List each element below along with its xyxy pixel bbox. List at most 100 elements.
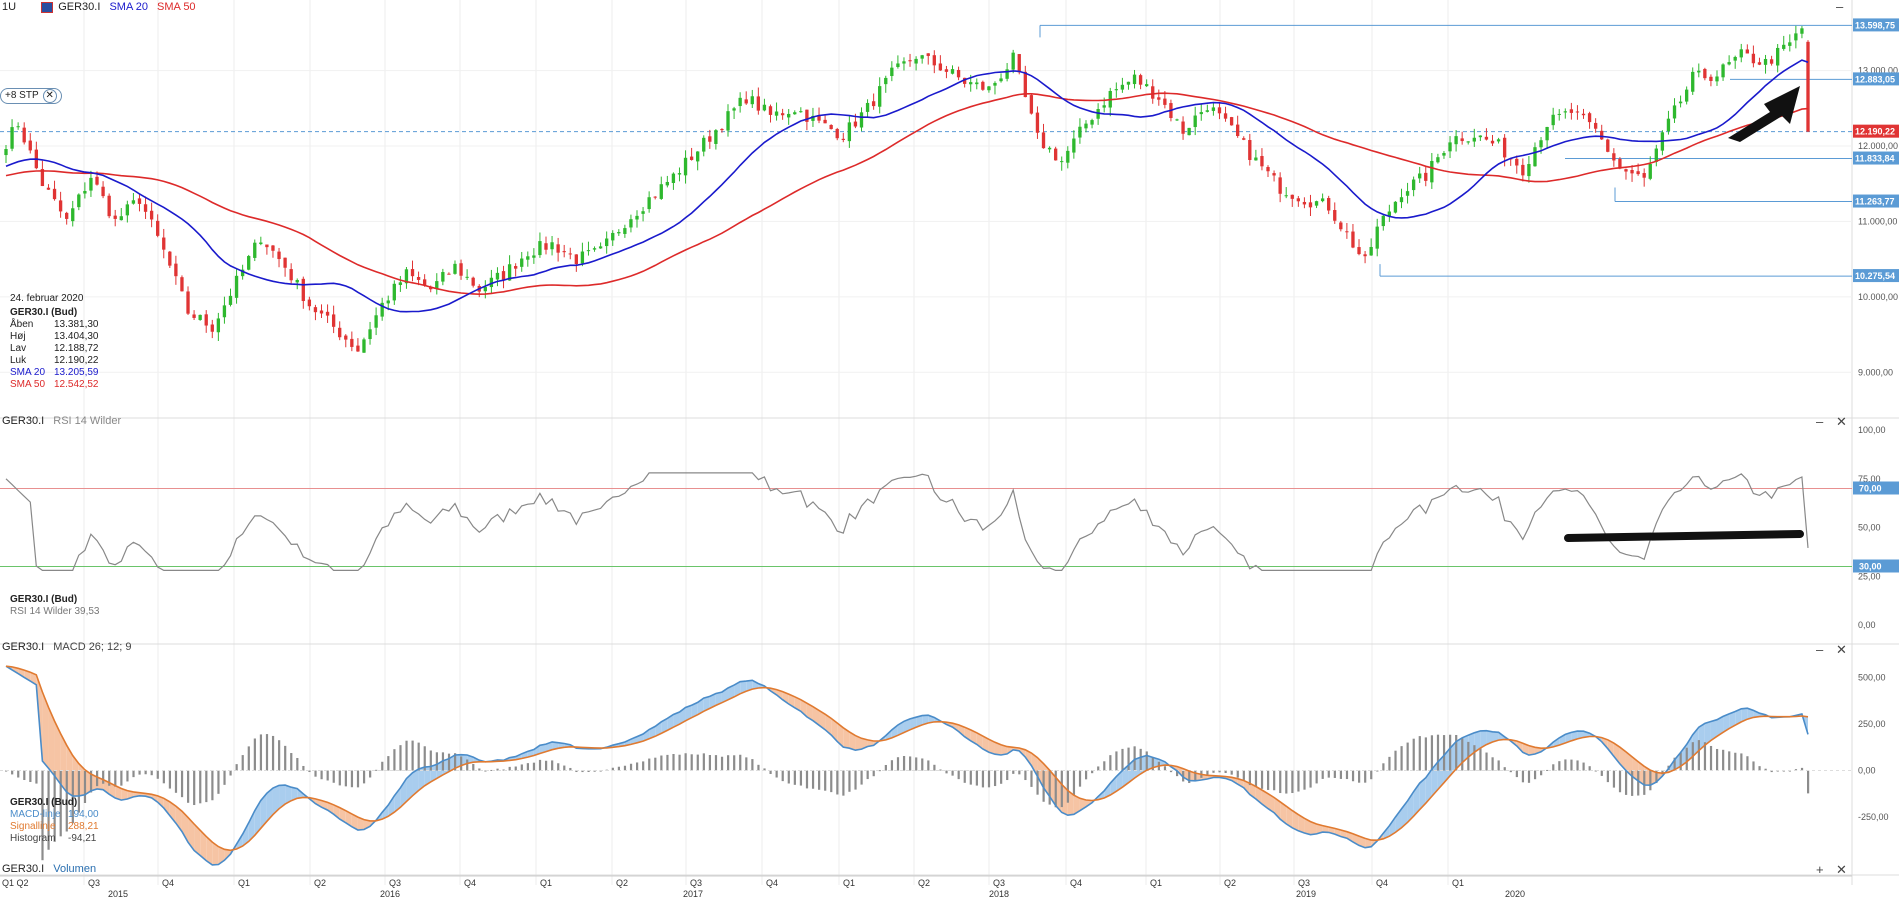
candle-body[interactable] — [829, 125, 833, 130]
candle-body[interactable] — [629, 219, 633, 228]
candle-body[interactable] — [1703, 68, 1707, 79]
candle-body[interactable] — [683, 157, 688, 176]
stp-close-icon[interactable]: ✕ — [42, 89, 57, 103]
candle-body[interactable] — [641, 211, 645, 214]
candle-body[interactable] — [1739, 49, 1743, 58]
candle-body[interactable] — [1557, 113, 1561, 115]
candle-body[interactable] — [962, 77, 967, 84]
candle-body[interactable] — [1060, 161, 1064, 163]
candle-body[interactable] — [574, 254, 578, 265]
candle-body[interactable] — [1691, 71, 1695, 92]
candle-body[interactable] — [835, 128, 839, 139]
candle-body[interactable] — [1047, 147, 1052, 150]
candle-body[interactable] — [1066, 150, 1070, 163]
candle-body[interactable] — [119, 216, 123, 221]
candle-body[interactable] — [556, 244, 560, 253]
candle-body[interactable] — [1272, 173, 1276, 176]
candle-body[interactable] — [1411, 179, 1416, 191]
candle-body[interactable] — [350, 338, 354, 347]
candle-body[interactable] — [938, 63, 943, 71]
candle-body[interactable] — [1308, 202, 1313, 208]
candle-body[interactable] — [665, 181, 670, 186]
candle-body[interactable] — [1005, 69, 1009, 79]
candle-body[interactable] — [1442, 153, 1446, 156]
candle-body[interactable] — [1642, 173, 1646, 178]
candle-body[interactable] — [65, 212, 69, 219]
candle-body[interactable] — [677, 173, 682, 175]
candle-body[interactable] — [10, 127, 14, 149]
candle-body[interactable] — [671, 173, 676, 184]
candle-body[interactable] — [435, 281, 439, 289]
candle-body[interactable] — [265, 244, 269, 248]
candle-body[interactable] — [1217, 107, 1222, 114]
candle-body[interactable] — [1120, 84, 1125, 90]
candle-body[interactable] — [253, 242, 257, 258]
candle-body[interactable] — [501, 271, 506, 280]
candle-body[interactable] — [1806, 41, 1810, 132]
candle-body[interactable] — [1460, 138, 1464, 142]
candle-body[interactable] — [1199, 112, 1203, 115]
candle-body[interactable] — [1612, 153, 1616, 161]
candle-body[interactable] — [174, 263, 178, 277]
candle-body[interactable] — [878, 86, 882, 107]
candle-body[interactable] — [1593, 122, 1598, 129]
candle-body[interactable] — [562, 251, 566, 253]
candle-body[interactable] — [1017, 54, 1021, 73]
candle-body[interactable] — [1163, 98, 1167, 105]
candle-body[interactable] — [356, 345, 360, 352]
candle-body[interactable] — [1484, 136, 1489, 140]
candle-body[interactable] — [920, 55, 924, 59]
candle-body[interactable] — [1672, 105, 1677, 119]
candle-body[interactable] — [228, 295, 233, 305]
candle-body[interactable] — [1151, 86, 1155, 99]
candle-body[interactable] — [307, 299, 312, 307]
candle-body[interactable] — [884, 77, 888, 85]
candle-body[interactable] — [1782, 44, 1786, 49]
candle-body[interactable] — [1527, 164, 1531, 177]
candle-body[interactable] — [40, 169, 45, 187]
candle-body[interactable] — [240, 269, 245, 277]
candle-body[interactable] — [1430, 160, 1434, 183]
candle-body[interactable] — [325, 311, 330, 316]
candle-body[interactable] — [1745, 49, 1749, 54]
candle-body[interactable] — [617, 232, 621, 234]
candle-body[interactable] — [1721, 64, 1725, 78]
candle-body[interactable] — [513, 266, 518, 269]
candle-body[interactable] — [1763, 58, 1768, 65]
candle-body[interactable] — [168, 251, 172, 266]
candle-body[interactable] — [890, 67, 894, 77]
candle-body[interactable] — [216, 318, 221, 333]
candle-body[interactable] — [1345, 231, 1349, 233]
candle-body[interactable] — [1569, 109, 1574, 113]
candle-body[interactable] — [429, 286, 433, 290]
candle-body[interactable] — [592, 248, 597, 250]
candle-body[interactable] — [1357, 247, 1361, 255]
candle-body[interactable] — [538, 241, 542, 256]
candle-body[interactable] — [1138, 75, 1143, 85]
candle-body[interactable] — [1284, 195, 1288, 197]
candle-body[interactable] — [950, 69, 955, 74]
candle-body[interactable] — [1229, 117, 1234, 126]
candle-body[interactable] — [125, 204, 130, 216]
candle-body[interactable] — [744, 99, 748, 104]
rsi-symbol[interactable]: GER30.I — [2, 415, 45, 427]
candle-body[interactable] — [16, 126, 20, 128]
candle-body[interactable] — [313, 307, 318, 313]
macd-minimize-button[interactable]: – — [1816, 642, 1824, 657]
candle-body[interactable] — [720, 128, 724, 131]
candle-body[interactable] — [1521, 164, 1525, 176]
candle-body[interactable] — [416, 276, 421, 280]
candle-body[interactable] — [896, 63, 900, 67]
candle-body[interactable] — [1472, 137, 1476, 142]
candle-body[interactable] — [1223, 113, 1228, 119]
candle-body[interactable] — [1236, 124, 1240, 137]
candle-body[interactable] — [1242, 138, 1246, 140]
candle-body[interactable] — [975, 82, 979, 85]
candle-body[interactable] — [799, 111, 803, 113]
candle-body[interactable] — [1399, 197, 1404, 203]
candle-body[interactable] — [1618, 158, 1622, 169]
candle-body[interactable] — [568, 253, 572, 255]
candle-body[interactable] — [623, 228, 627, 234]
candle-body[interactable] — [289, 269, 293, 281]
candle-body[interactable] — [398, 282, 403, 285]
